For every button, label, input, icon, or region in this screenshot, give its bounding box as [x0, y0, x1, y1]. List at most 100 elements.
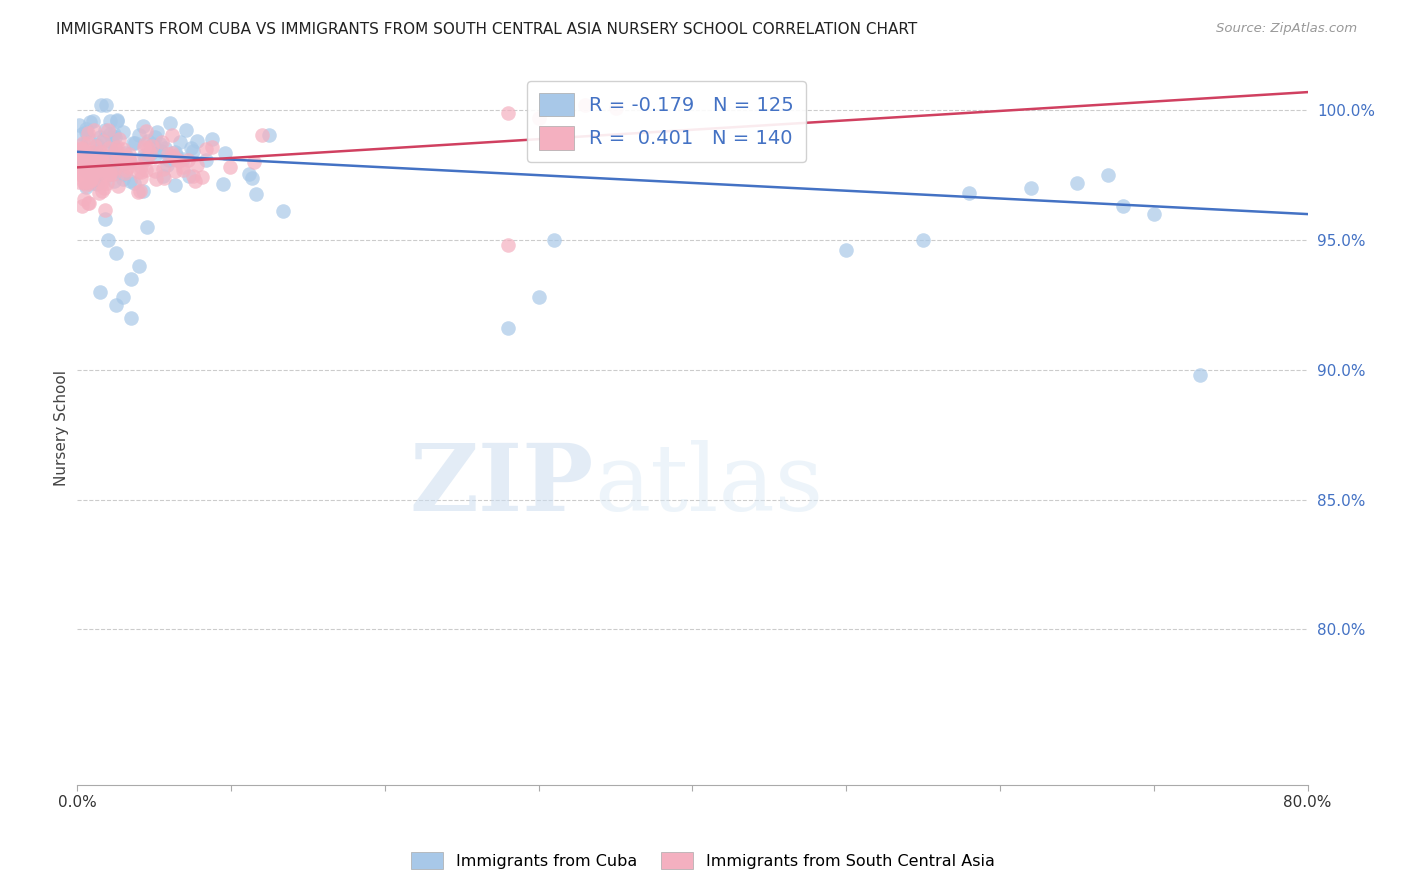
Point [100, 153, 122, 168]
Point [70, 127, 93, 141]
Point [67, 155, 90, 169]
Point [86, 177, 108, 191]
Point [201, 132, 224, 146]
Point [87, 186, 110, 200]
Point [194, 153, 217, 167]
Text: atlas: atlas [595, 441, 824, 530]
Point [76, 161, 98, 176]
Point [152, 162, 174, 177]
Point [139, 146, 162, 161]
Point [77, 131, 100, 145]
Point [90, 175, 112, 189]
Point [84, 153, 107, 168]
Point [114, 163, 136, 178]
Point [83, 122, 105, 136]
Point [1188, 368, 1211, 382]
Point [105, 160, 128, 174]
Point [104, 161, 127, 175]
Point [79, 174, 101, 188]
Point [94, 122, 117, 136]
Point [156, 147, 179, 161]
Point [134, 153, 156, 167]
Point [91, 133, 114, 147]
Point [118, 174, 141, 188]
Point [141, 138, 163, 153]
Point [250, 128, 273, 142]
Point [111, 125, 134, 139]
Point [129, 160, 152, 174]
Point [67, 143, 90, 157]
Point [83, 176, 105, 190]
Point [105, 143, 128, 157]
Point [172, 160, 194, 174]
Point [82, 145, 104, 159]
Point [165, 145, 187, 160]
Point [79, 155, 101, 169]
Point [107, 153, 129, 167]
Point [165, 178, 187, 192]
Point [83, 155, 105, 169]
Point [117, 160, 139, 174]
Point [273, 203, 295, 218]
Point [912, 233, 935, 247]
Point [543, 233, 565, 247]
Point [79, 150, 101, 164]
Point [90, 98, 112, 112]
Point [89, 161, 111, 176]
Point [186, 158, 208, 172]
Point [121, 136, 143, 150]
Point [201, 140, 224, 154]
Point [167, 153, 190, 168]
Point [86, 157, 108, 171]
Point [83, 157, 105, 171]
Point [135, 124, 157, 138]
Point [76, 178, 98, 193]
Point [152, 169, 174, 183]
Point [160, 150, 183, 164]
Point [124, 136, 146, 150]
Point [156, 158, 179, 172]
Point [104, 161, 127, 175]
Point [70, 199, 93, 213]
Point [245, 187, 267, 202]
Point [82, 145, 104, 159]
Point [94, 161, 117, 176]
Point [77, 159, 100, 173]
Point [496, 106, 519, 120]
Point [157, 153, 180, 168]
Point [527, 111, 550, 125]
Point [108, 150, 131, 164]
Point [574, 98, 596, 112]
Point [136, 153, 159, 167]
Point [1143, 207, 1166, 221]
Point [75, 164, 97, 178]
Point [79, 172, 101, 186]
Point [117, 153, 139, 168]
Point [139, 145, 162, 160]
Point [127, 185, 149, 199]
Point [195, 142, 218, 156]
Point [100, 144, 122, 158]
Point [79, 115, 101, 129]
Point [105, 161, 128, 175]
Point [89, 285, 111, 299]
Point [104, 298, 127, 312]
Point [76, 154, 98, 169]
Point [77, 176, 100, 190]
Point [104, 246, 127, 260]
Point [104, 129, 127, 144]
Point [93, 153, 115, 167]
Point [69, 137, 91, 152]
Point [108, 153, 131, 168]
Point [75, 179, 97, 194]
Point [174, 122, 197, 136]
Point [115, 152, 138, 166]
Point [73, 192, 96, 206]
Point [76, 159, 98, 173]
Point [91, 174, 114, 188]
Point [111, 172, 134, 186]
Point [84, 167, 107, 181]
Point [149, 137, 172, 152]
Point [94, 203, 117, 218]
Point [93, 156, 115, 170]
